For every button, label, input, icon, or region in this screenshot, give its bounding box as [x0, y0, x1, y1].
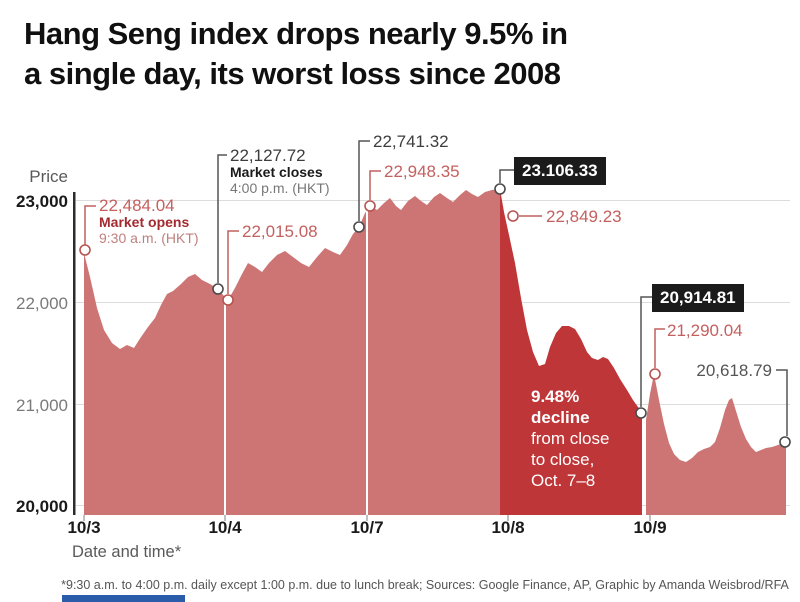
headline-line-1: Hang Seng index drops nearly 9.5% in — [24, 16, 568, 51]
open-point-marker — [364, 200, 376, 212]
decline-line-2: decline — [531, 408, 590, 427]
annotation-open-10-3-value: 22,484.04 — [99, 196, 175, 215]
annotation-close-10-3-label: Market closes — [230, 164, 323, 180]
area-fills — [84, 189, 786, 515]
day-separators — [224, 211, 368, 515]
brand-bar — [62, 595, 185, 602]
close-point-marker — [494, 183, 506, 195]
area-segment-oct8-decline-day — [500, 189, 642, 515]
x-tick-10-9: 10/9 — [633, 518, 667, 537]
annotation-open-10-8-value: 22,849.23 — [546, 207, 622, 226]
open-point-marker — [649, 368, 661, 380]
annotation-close-10-3-value: 22,127.72 — [230, 146, 306, 165]
x-axis-ticks — [83, 515, 651, 521]
leader-lines-open — [84, 170, 665, 368]
y-axis-line — [73, 192, 76, 515]
x-tick-10-3: 10/3 — [67, 518, 101, 537]
annotation-open-10-7-value: 22,948.35 — [384, 162, 460, 181]
annotation-close-10-3-time: 4:00 p.m. (HKT) — [230, 180, 330, 196]
annotation-open-10-4-value: 22,015.08 — [242, 222, 318, 241]
close-point-marker — [212, 283, 224, 295]
close-point-marker — [635, 407, 647, 419]
close-point-marker — [353, 221, 365, 233]
leader-lines-close — [217, 140, 788, 436]
annotation-close-10-4-value: 22,741.32 — [373, 132, 449, 151]
source-footnote: *9:30 a.m. to 4:00 p.m. daily except 1:0… — [61, 578, 789, 592]
decline-line-1: 9.48% — [531, 387, 580, 406]
y-tick-20000: 20,000 — [16, 497, 68, 516]
decline-callout: 9.48% decline from close to close, Oct. … — [531, 386, 609, 491]
decline-line-3: from close — [531, 429, 610, 448]
y-axis-title: Price — [29, 167, 68, 186]
headline-line-2: a single day, its worst loss since 2008 — [24, 56, 561, 91]
open-point-marker — [507, 210, 519, 222]
y-tick-21000: 21,000 — [16, 396, 68, 415]
area-segment-oct3-to-oct7-close — [84, 189, 500, 515]
area-segment-oct9 — [646, 374, 786, 515]
x-tick-10-8: 10/8 — [491, 518, 525, 537]
x-axis-title: Date and time* — [72, 543, 182, 561]
annotation-open-10-9-value: 21,290.04 — [667, 321, 743, 340]
x-tick-10-7: 10/7 — [350, 518, 384, 537]
annotation-open-10-3-label: Market opens — [99, 214, 190, 230]
annotation-open-10-3-time: 9:30 a.m. (HKT) — [99, 230, 199, 246]
decline-line-4: to close, — [531, 450, 595, 469]
y-tick-23000: 23,000 — [16, 192, 68, 211]
annotation-close-10-7-box: 23.106.33 — [514, 157, 606, 185]
x-tick-10-4: 10/4 — [208, 518, 242, 537]
data-point-markers — [79, 183, 791, 448]
headline: Hang Seng index drops nearly 9.5% in a s… — [24, 14, 568, 94]
decline-line-5: Oct. 7–8 — [531, 471, 596, 490]
open-point-marker — [79, 244, 91, 256]
open-point-marker — [222, 294, 234, 306]
close-point-marker — [779, 436, 791, 448]
y-tick-22000: 22,000 — [16, 294, 68, 313]
annotation-latest-value: 20,618.79 — [696, 361, 772, 380]
annotation-close-10-8-box: 20,914.81 — [652, 284, 744, 312]
